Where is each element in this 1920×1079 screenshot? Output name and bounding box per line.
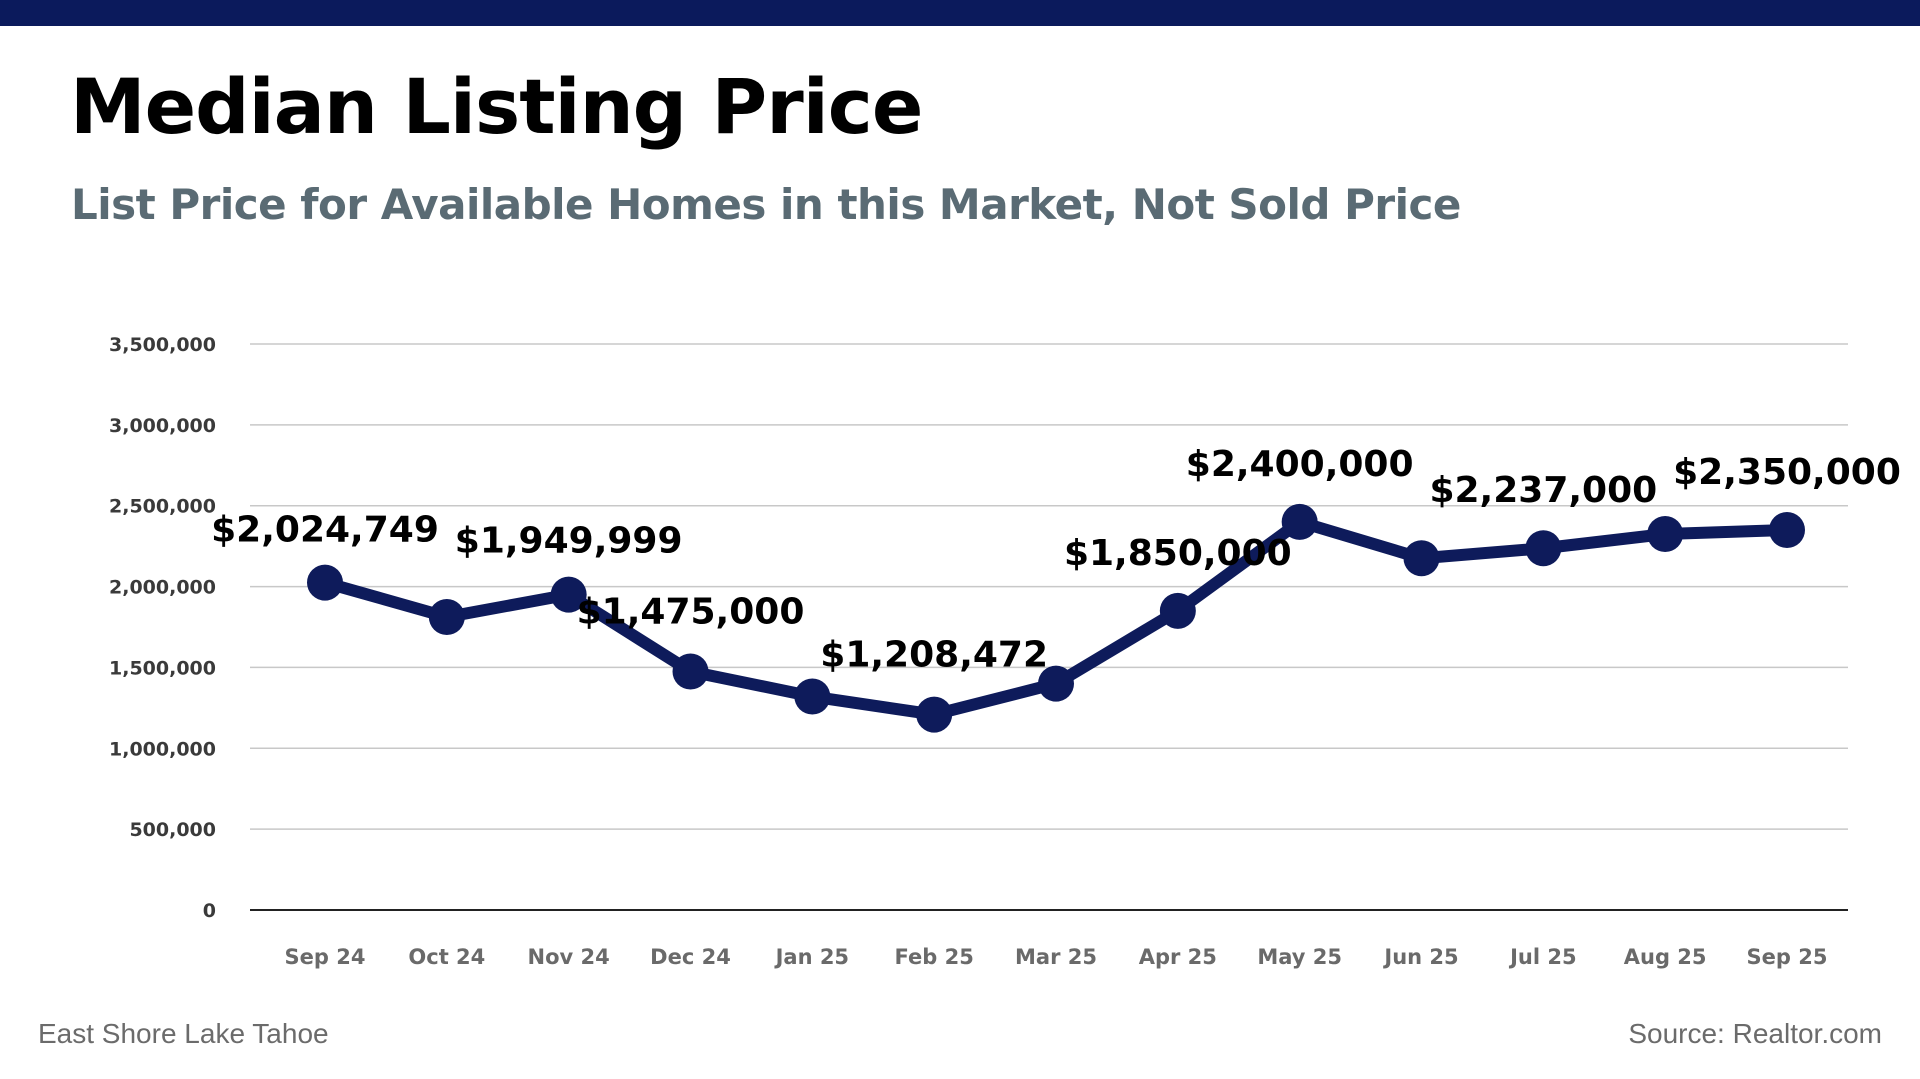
- data-label: $1,949,999: [455, 521, 683, 562]
- y-tick-label: 500,000: [129, 819, 216, 841]
- x-tick-label: Nov 24: [528, 945, 610, 969]
- x-tick-label: Jan 25: [774, 945, 849, 969]
- x-tick-label: Oct 24: [408, 945, 485, 969]
- x-tick-label: May 25: [1257, 945, 1342, 969]
- data-point: [1525, 530, 1562, 567]
- x-tick-label: Jul 25: [1508, 945, 1577, 969]
- x-tick-label: Sep 24: [285, 945, 366, 969]
- data-point: [1159, 592, 1196, 629]
- data-point: [916, 696, 953, 733]
- data-point: [1403, 540, 1440, 577]
- x-tick-label: Mar 25: [1015, 945, 1097, 969]
- line-chart: 0 500,000 1,000,000 1,500,000 2,000,000 2,500…: [109, 334, 1901, 969]
- data-label: $2,024,749: [211, 510, 439, 551]
- data-point: [672, 653, 709, 690]
- data-point: [428, 598, 465, 635]
- data-label: $1,475,000: [577, 591, 805, 632]
- y-tick-label: 2,000,000: [109, 577, 216, 599]
- y-tick-label: 3,500,000: [109, 334, 216, 356]
- y-tick-label: 3,000,000: [109, 415, 216, 437]
- data-label: $2,237,000: [1429, 470, 1657, 511]
- y-tick-label: 2,500,000: [109, 496, 216, 518]
- top-accent-bar: [0, 0, 1920, 26]
- data-point: [550, 576, 587, 613]
- y-tick-label: 1,000,000: [109, 738, 216, 760]
- x-tick-label: Aug 25: [1624, 945, 1707, 969]
- chart-title: Median Listing Price: [70, 62, 923, 151]
- data-label: $1,208,472: [820, 635, 1048, 676]
- data-point: [1769, 511, 1805, 548]
- data-label: $1,850,000: [1064, 533, 1292, 574]
- x-tick-label: Dec 24: [650, 945, 731, 969]
- y-tick-label: 0: [203, 900, 216, 922]
- x-tick-label: Apr 25: [1139, 945, 1217, 969]
- data-point: [794, 678, 831, 715]
- x-tick-label: Jun 25: [1382, 945, 1458, 969]
- data-point: [1647, 516, 1684, 553]
- chart-subtitle: List Price for Available Homes in this M…: [71, 180, 1461, 229]
- data-source: Source: Realtor.com: [1628, 1018, 1882, 1049]
- x-tick-label: Feb 25: [895, 945, 974, 969]
- data-point: [307, 564, 343, 601]
- data-label: $2,400,000: [1186, 444, 1414, 485]
- data-point: [1281, 503, 1318, 540]
- data-point: [1038, 665, 1074, 702]
- y-tick-label: 1,500,000: [109, 657, 216, 679]
- market-location: East Shore Lake Tahoe: [38, 1018, 329, 1049]
- x-tick-label: Sep 25: [1747, 945, 1828, 969]
- data-label: $2,350,000: [1673, 452, 1901, 493]
